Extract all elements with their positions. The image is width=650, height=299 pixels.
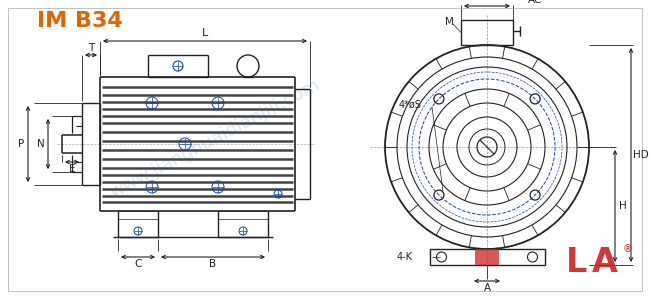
Text: E: E bbox=[69, 164, 75, 174]
Text: B: B bbox=[209, 259, 216, 269]
Bar bbox=[461, 20, 513, 45]
Text: T: T bbox=[88, 43, 94, 53]
Text: C: C bbox=[135, 259, 142, 269]
Text: 4-K: 4-K bbox=[397, 252, 413, 262]
Text: AC: AC bbox=[528, 0, 542, 5]
Text: A: A bbox=[592, 245, 618, 278]
Text: P: P bbox=[18, 139, 24, 149]
Bar bbox=[430, 249, 545, 265]
Text: 4*øS: 4*øS bbox=[399, 100, 422, 110]
Text: www.jianghuaidianjiji.com: www.jianghuaidianjiji.com bbox=[107, 76, 323, 202]
Bar bbox=[475, 249, 499, 265]
Text: L: L bbox=[566, 245, 588, 278]
Text: ®: ® bbox=[623, 244, 633, 254]
Text: N: N bbox=[37, 139, 45, 149]
Text: A: A bbox=[484, 283, 491, 293]
Text: IM B34: IM B34 bbox=[37, 11, 123, 31]
Text: HD: HD bbox=[633, 150, 649, 160]
Text: M: M bbox=[445, 17, 454, 27]
Text: H: H bbox=[619, 201, 627, 211]
Text: L: L bbox=[202, 28, 208, 38]
